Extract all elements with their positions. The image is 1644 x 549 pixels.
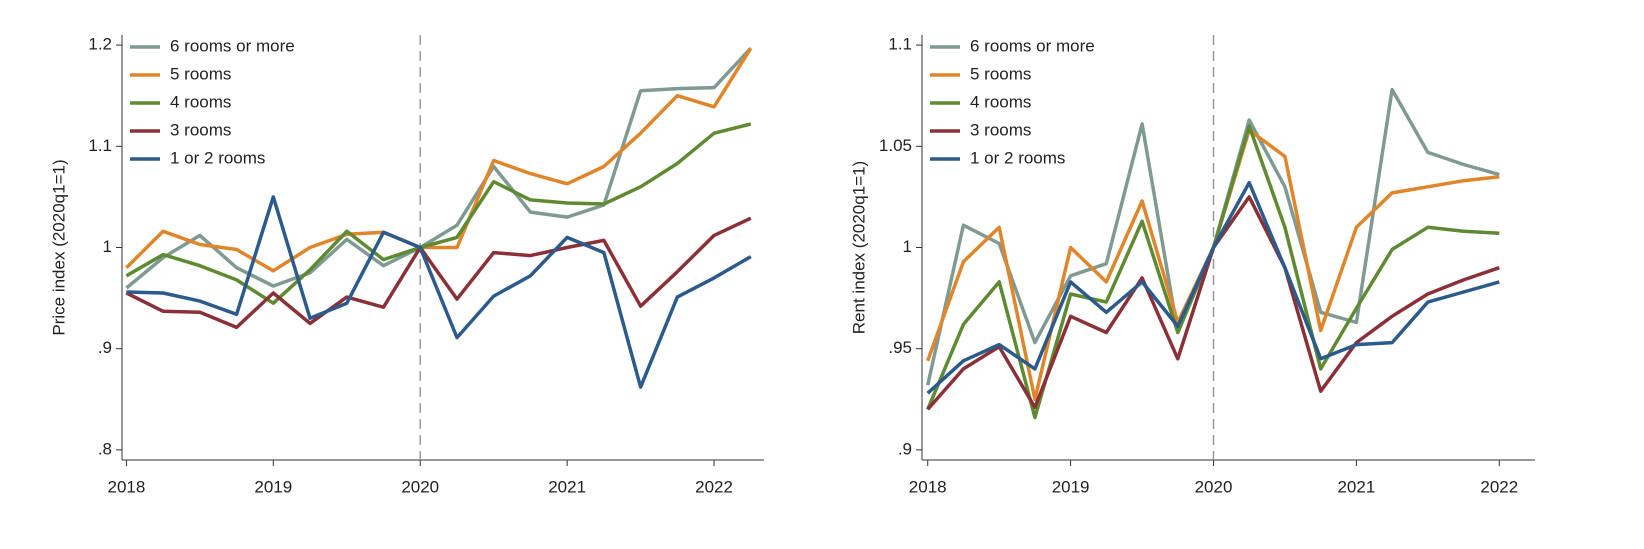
y-tick-label: 1.2 <box>88 35 112 54</box>
x-tick-label: 2022 <box>1480 477 1518 496</box>
y-tick-label: 1.05 <box>879 136 912 155</box>
y-tick-label: .9 <box>898 439 912 458</box>
x-tick-label: 2022 <box>695 477 733 496</box>
y-tick-label: 1.1 <box>88 136 112 155</box>
y-tick-label: .9 <box>98 338 112 357</box>
y-tick-label: .8 <box>98 439 112 458</box>
x-tick-label: 2020 <box>1195 477 1233 496</box>
x-tick-label: 2019 <box>1052 477 1090 496</box>
x-tick-label: 2018 <box>909 477 947 496</box>
legend-label: 3 rooms <box>970 120 1031 139</box>
legend-label: 1 or 2 rooms <box>970 148 1065 167</box>
legend-label: 6 rooms or more <box>170 36 295 55</box>
y-tick-label: 1 <box>103 237 112 256</box>
y-tick-label: 1.1 <box>888 35 912 54</box>
y-axis-label: Price index (2020q1=1) <box>49 159 68 335</box>
legend-label: 4 rooms <box>970 92 1031 111</box>
legend-label: 4 rooms <box>170 92 231 111</box>
series-line <box>125 216 752 330</box>
legend-label: 1 or 2 rooms <box>170 148 265 167</box>
x-tick-label: 2021 <box>548 477 586 496</box>
legend-label: 5 rooms <box>970 64 1031 83</box>
series-line <box>125 122 752 305</box>
legend-label: 5 rooms <box>170 64 231 83</box>
legend-label: 6 rooms or more <box>970 36 1095 55</box>
series-line <box>126 195 752 389</box>
y-tick-label: 1 <box>903 237 912 256</box>
series-line <box>926 180 1500 395</box>
x-tick-label: 2019 <box>254 477 292 496</box>
chart-panel: .9 .95 1 1.05 1.1 2018 2019 2020 2021 2022 Rent in… <box>849 35 1535 496</box>
y-tick-label: .95 <box>888 338 912 357</box>
series-line <box>125 47 753 273</box>
series-line <box>125 47 753 290</box>
y-axis-label: Rent index (2020q1=1) <box>849 161 868 334</box>
x-tick-label: 2020 <box>401 477 439 496</box>
x-tick-label: 2018 <box>107 477 145 496</box>
x-tick-label: 2021 <box>1337 477 1375 496</box>
chart-panel: .8 .9 1 1.1 1.2 2018 2019 2020 2021 2022 Price ind… <box>49 35 764 496</box>
legend-label: 3 rooms <box>170 120 231 139</box>
